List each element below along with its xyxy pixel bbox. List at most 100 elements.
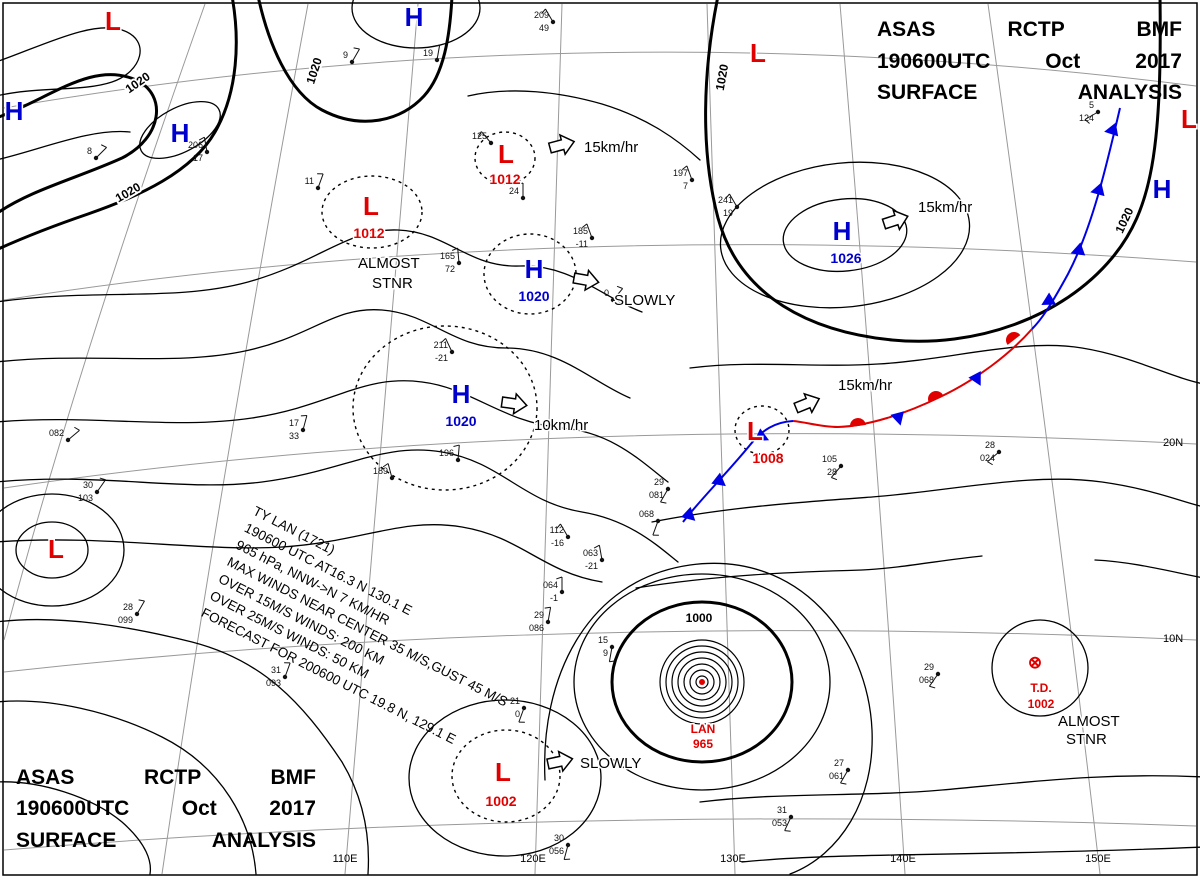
high-center-symbol: H <box>833 216 852 246</box>
isobar <box>0 524 603 583</box>
annotation-text: SLOWLY <box>614 292 675 309</box>
station-value: 165 <box>440 251 455 261</box>
annotation-text: 15km/hr <box>838 377 892 394</box>
station-value: 30 <box>554 833 564 843</box>
cold-front-triangle <box>711 472 726 487</box>
isobar <box>704 0 1162 343</box>
wind-barb-shaft <box>457 248 460 264</box>
longitude-label: 120E <box>520 853 546 865</box>
station-plot: 112-16 <box>550 523 571 548</box>
isobar <box>543 562 873 875</box>
isobar <box>0 781 152 875</box>
isobar-label: 1020 <box>713 63 731 92</box>
wind-barb-shaft <box>560 523 569 538</box>
station-value: 125 <box>472 131 487 141</box>
low-center-symbol: L <box>48 534 64 564</box>
station-value: 112 <box>550 525 564 535</box>
isobar <box>651 478 1200 523</box>
station-plot: 082 <box>49 426 80 443</box>
typhoon-center-dot <box>699 679 705 685</box>
typhoon-ring <box>689 669 715 695</box>
wind-barb-shaft <box>284 662 291 678</box>
wind-barb-tick <box>99 477 106 481</box>
station-value: 17 <box>289 418 299 428</box>
title-block-top-right: ASAS RCTP BMF 190600UTC Oct 2017 SURFACE… <box>877 14 1182 109</box>
isobar <box>741 846 1200 863</box>
tropical-depression-pressure: 1002 <box>1028 697 1055 711</box>
station-value: 053 <box>772 818 787 828</box>
station-plot: 9 <box>343 47 360 65</box>
center-pressure-value: 1012 <box>489 171 520 187</box>
latitude-gridline <box>3 630 1197 673</box>
wind-barb-shaft <box>480 131 492 144</box>
isobar <box>0 700 257 875</box>
station-value: -16 <box>551 538 564 548</box>
wind-barb-shaft <box>598 545 603 561</box>
station-value: 103 <box>78 493 93 503</box>
wind-barb-tick <box>517 182 524 186</box>
station-plot: 125 <box>472 131 494 146</box>
annotation-text: ALMOST <box>1058 713 1120 730</box>
station-value: 063 <box>583 548 598 558</box>
warm-front-semicircle <box>1006 332 1021 345</box>
high-center-symbol: H <box>405 2 424 32</box>
station-value: 099 <box>118 615 133 625</box>
station-plot: 063-21 <box>583 544 605 571</box>
station-value: 056 <box>549 846 564 856</box>
latitude-gridline <box>3 433 1197 489</box>
movement-arrow <box>547 133 576 157</box>
station-value: 093 <box>266 678 281 688</box>
wind-barb-tick <box>382 463 389 468</box>
station-value: 19 <box>723 208 733 218</box>
wind-barb-shaft <box>67 429 80 441</box>
station-value: 241 <box>718 195 733 205</box>
isobar <box>257 0 454 123</box>
center-pressure-value: 1012 <box>353 225 384 241</box>
front-line <box>682 420 794 523</box>
station-value: 5 <box>1089 100 1094 110</box>
isobar <box>352 325 538 491</box>
station-value: 9 <box>603 648 608 658</box>
latitude-gridline <box>3 51 1197 109</box>
longitude-label: 110E <box>333 853 358 865</box>
latitude-label: 10N <box>1163 633 1183 645</box>
station-value: 024 <box>980 453 995 463</box>
wind-barb-tick <box>74 426 80 431</box>
station-value: 31 <box>777 805 787 815</box>
isobar <box>0 27 141 96</box>
isobar <box>1094 559 1200 578</box>
station-value: 29 <box>924 662 934 672</box>
wind-barb-shaft <box>612 288 624 301</box>
wind-barb-shaft <box>136 600 145 615</box>
station-value: 185 <box>573 226 588 236</box>
isobar <box>635 555 983 589</box>
typhoon-pressure: 965 <box>693 737 713 751</box>
longitude-gridline <box>161 3 309 875</box>
station-value: 124 <box>1079 113 1094 123</box>
isobar <box>0 380 669 483</box>
station-plot: 068 <box>639 509 661 536</box>
high-center-symbol: H <box>5 96 24 126</box>
isobar-label: 1000 <box>686 611 713 625</box>
isobar <box>15 521 89 579</box>
isobar <box>0 449 679 563</box>
wind-barb-tick <box>725 193 730 199</box>
wind-barb-tick <box>616 285 623 289</box>
wind-barb-shaft <box>518 707 525 723</box>
low-center-symbol: L <box>498 139 514 169</box>
wind-barb-shaft <box>1084 111 1099 120</box>
wind-barb-tick <box>433 44 440 47</box>
station-value: 0 <box>604 288 609 298</box>
wind-barb-tick <box>452 247 458 251</box>
wind-barb-shaft <box>928 673 939 687</box>
wind-barb-tick <box>784 830 791 832</box>
